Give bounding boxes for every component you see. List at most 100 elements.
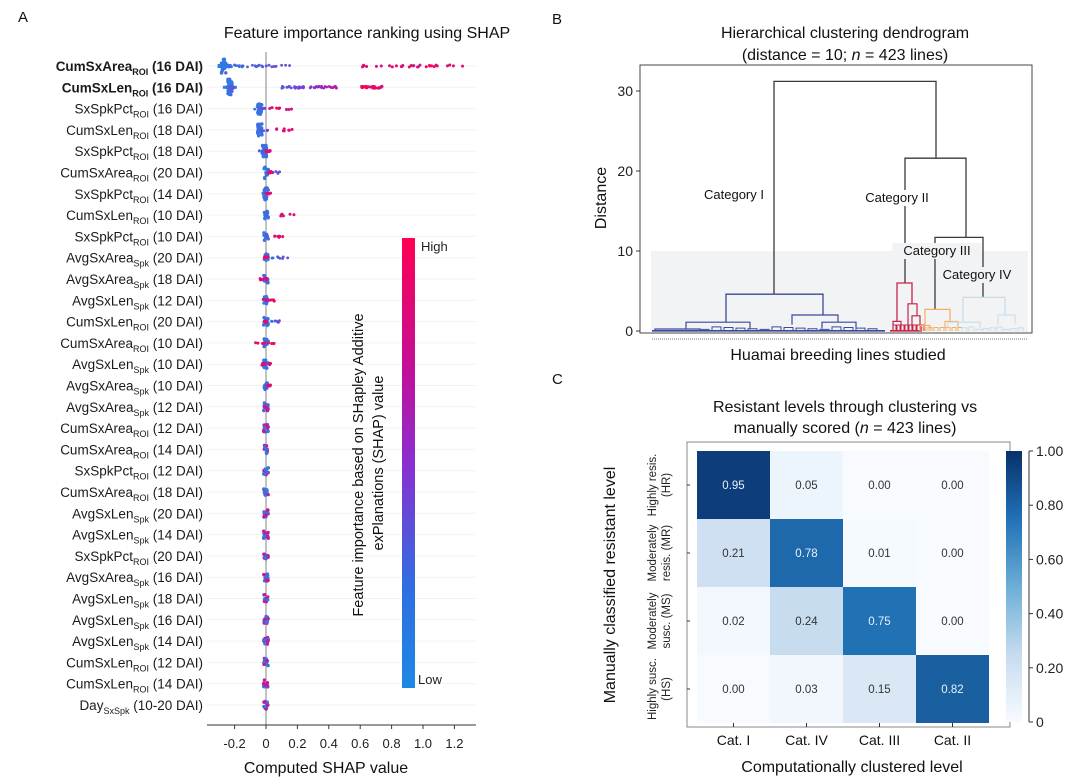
heatmap-cell bbox=[843, 451, 916, 519]
shap-dot bbox=[380, 84, 384, 88]
shap-dot bbox=[268, 363, 272, 367]
shap-dot bbox=[226, 91, 230, 96]
dendrogram-link bbox=[911, 315, 921, 330]
shap-feature-label: CumSxAreaROI (18 DAI) bbox=[60, 485, 203, 503]
heatmap-cell bbox=[770, 519, 843, 587]
dendrogram-title-line1: Hierarchical clustering dendrogram bbox=[721, 25, 969, 42]
dendrogram-link bbox=[791, 314, 839, 325]
shap-x-tick-label: -0.2 bbox=[223, 736, 245, 751]
heatmap-cell-label: 0.95 bbox=[722, 480, 744, 492]
shap-dot bbox=[270, 342, 274, 346]
shap-dot bbox=[262, 216, 267, 221]
dendrogram-link bbox=[996, 326, 1003, 331]
shap-dot bbox=[282, 127, 286, 131]
heatmap-cell bbox=[697, 587, 770, 655]
shap-dot bbox=[266, 429, 270, 433]
dendrogram-link bbox=[951, 326, 957, 331]
shap-dot bbox=[362, 63, 366, 67]
heatmap-x-tick-label: Cat. II bbox=[934, 732, 971, 748]
shap-feature-label: CumSxAreaROI (10 DAI) bbox=[60, 336, 203, 354]
dendrogram-link bbox=[821, 321, 857, 329]
shap-dot bbox=[262, 472, 266, 476]
shap-dot bbox=[266, 216, 270, 220]
dendrogram-link bbox=[982, 328, 989, 331]
shap-feature-label: CumSxLenROI (14 DAI) bbox=[66, 677, 203, 695]
shap-dot bbox=[262, 129, 266, 133]
heatmap-x-tick-label: Cat. III bbox=[859, 732, 900, 748]
shap-dot bbox=[273, 234, 277, 238]
shap-dot bbox=[263, 362, 267, 366]
shap-dot bbox=[265, 700, 269, 704]
dendrogram-link bbox=[711, 326, 722, 331]
dendrogram-label-bg bbox=[935, 267, 1019, 283]
shap-feature-label: CumSxAreaROI (12 DAI) bbox=[60, 421, 203, 439]
shap-dot bbox=[292, 213, 296, 217]
shap-dot bbox=[268, 171, 272, 175]
heatmap-colorbar-tick-label: 0.80 bbox=[1036, 497, 1063, 513]
shap-feature-label: SxSpkPctROI (10 DAI) bbox=[74, 229, 203, 247]
heatmap-cell-label: 0.05 bbox=[795, 480, 817, 492]
shap-dot bbox=[260, 103, 264, 107]
shap-dot bbox=[266, 341, 270, 345]
shap-dot bbox=[254, 341, 258, 345]
shap-feature-label: AvgSxLenSpk (14 DAI) bbox=[72, 528, 203, 546]
shap-dot bbox=[268, 298, 272, 302]
shap-dot bbox=[262, 662, 266, 667]
shap-dot bbox=[264, 154, 268, 158]
dendrogram-link bbox=[997, 314, 1016, 325]
heatmap-x-axis-title: Computationally clustered level bbox=[741, 759, 962, 776]
heatmap-y-tick-label: Highly susc. (HS) bbox=[647, 658, 673, 720]
shap-dot bbox=[322, 86, 326, 90]
dendrogram-link bbox=[783, 326, 794, 331]
dendrogram-link bbox=[735, 327, 746, 331]
heatmap-cell-label: 0.82 bbox=[941, 684, 963, 696]
heatmap-colorbar-ticks: 0 0.20 0.40 0.60 0.80 1.00 bbox=[1029, 443, 1063, 730]
shap-dot bbox=[266, 403, 270, 407]
shap-dot bbox=[263, 186, 268, 190]
shap-dot bbox=[451, 64, 455, 68]
shap-x-tick-label: 1.0 bbox=[414, 736, 432, 751]
dendrogram-link bbox=[947, 321, 981, 328]
shap-dot bbox=[263, 319, 267, 323]
shap-dot bbox=[278, 234, 282, 238]
dendrogram-category-label: Category IV bbox=[943, 267, 1012, 282]
shap-dot bbox=[262, 678, 267, 682]
shap-feature-label: SxSpkPctROI (18 DAI) bbox=[74, 144, 203, 162]
shap-dot bbox=[262, 552, 266, 556]
dendrogram-link bbox=[723, 326, 734, 331]
shap-dot bbox=[226, 63, 230, 67]
dendrogram-link bbox=[867, 328, 878, 331]
shap-dot bbox=[265, 572, 270, 576]
shap-x-tick-label: 0.8 bbox=[383, 736, 401, 751]
heatmap-y-tick-label: Highly resis. (HR) bbox=[647, 454, 673, 517]
shap-dot bbox=[260, 64, 264, 68]
shap-dot bbox=[266, 466, 271, 470]
heatmap-cell-label: 0.00 bbox=[941, 548, 963, 560]
shap-feature-label: SxSpkPctROI (12 DAI) bbox=[74, 464, 203, 482]
dendrogram-link bbox=[968, 326, 975, 331]
shap-dots bbox=[217, 57, 465, 711]
shap-dot bbox=[265, 129, 269, 133]
heatmap-cell bbox=[916, 655, 989, 723]
shap-dot bbox=[327, 85, 331, 88]
heatmap-cell bbox=[770, 655, 843, 723]
shap-dot bbox=[266, 530, 270, 535]
shap-dot bbox=[262, 425, 266, 430]
shap-feature-label: AvgSxAreaSpk (10 DAI) bbox=[66, 379, 203, 397]
shap-feature-label: DaySxSpk (10-20 DAI) bbox=[79, 698, 203, 716]
dendrogram-category-labels: Category I Category II Category III Categor… bbox=[696, 187, 1019, 283]
shap-dot bbox=[264, 614, 268, 619]
shap-dot bbox=[262, 405, 267, 409]
shap-dot bbox=[266, 578, 270, 583]
shap-colorbar-high-label: High bbox=[421, 239, 448, 254]
panel-letter-a: A bbox=[18, 9, 28, 26]
dendrogram-link bbox=[989, 327, 996, 331]
shap-dot bbox=[281, 235, 285, 239]
dendrogram-link bbox=[896, 324, 901, 331]
heatmap-cell-label: 0.00 bbox=[868, 480, 890, 492]
dendrogram-link bbox=[1010, 328, 1017, 331]
shap-dot bbox=[265, 191, 269, 195]
heatmap-cell-label: 0.15 bbox=[868, 684, 890, 696]
heatmap-colorbar-tick-label: 0.40 bbox=[1036, 606, 1063, 622]
shap-dot bbox=[284, 107, 288, 111]
